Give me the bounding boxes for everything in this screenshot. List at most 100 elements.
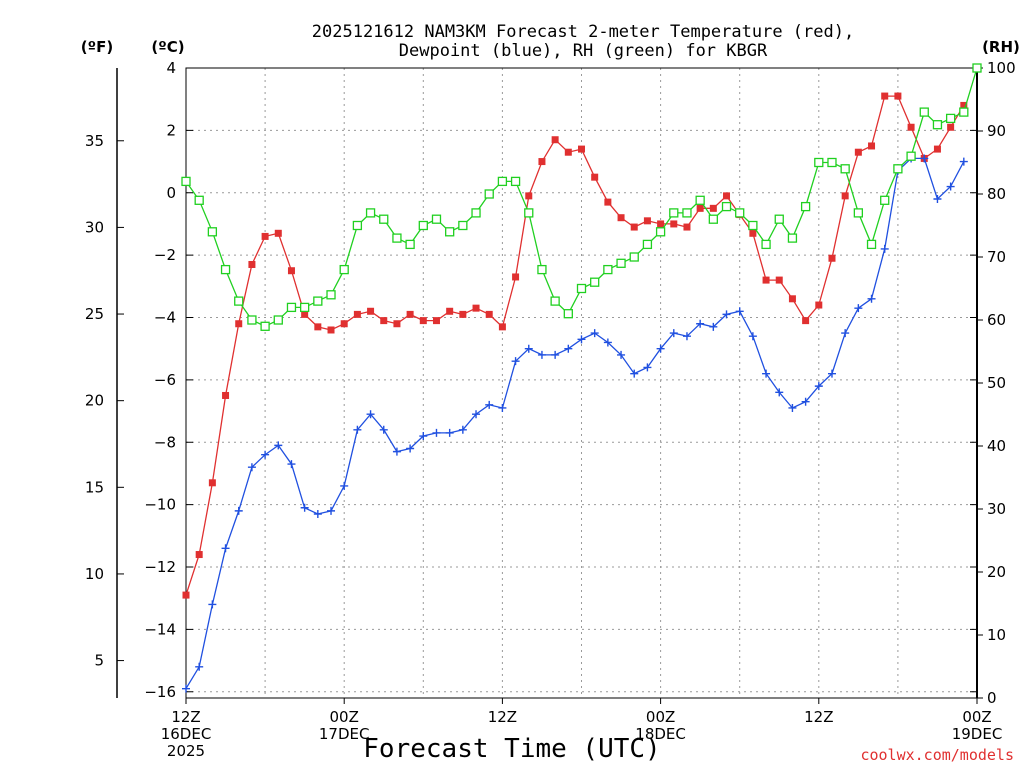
2-meter-temperature-point — [380, 317, 388, 325]
celsius-tick-label: −4 — [154, 309, 176, 327]
x-tick-label: 12Z — [804, 708, 833, 726]
2-meter-temperature-point — [301, 310, 309, 318]
rh-point — [313, 296, 323, 306]
x-tick-label: 00Z 17DEC — [319, 708, 370, 743]
dewpoint-point — [537, 350, 546, 359]
source-credit: coolwx.com/models — [860, 746, 1014, 764]
dewpoint-point — [511, 357, 520, 366]
2-meter-temperature-point — [367, 307, 375, 315]
rh-point — [260, 321, 270, 331]
dewpoint-point — [946, 182, 955, 191]
rh-point — [721, 201, 732, 212]
rh-point — [827, 157, 837, 168]
rh-point — [761, 239, 771, 250]
dewpoint-point — [300, 503, 309, 512]
dewpoint-point — [854, 304, 863, 313]
2-meter-temperature-point — [525, 192, 533, 200]
celsius-unit-label: (ºC) — [151, 38, 184, 56]
x-tick-label-line: 17DEC — [319, 725, 370, 743]
2-meter-temperature-point — [287, 267, 295, 275]
dewpoint-point — [603, 338, 612, 347]
2-meter-temperature-point — [182, 591, 190, 599]
2-meter-temperature-point — [551, 136, 559, 144]
dewpoint-point — [287, 460, 296, 469]
dewpoint-point — [801, 397, 810, 406]
rh-point — [576, 283, 587, 294]
rh-point — [181, 176, 191, 187]
rh-point — [497, 176, 508, 187]
x-tick-label: 00Z 18DEC — [635, 708, 686, 743]
dewpoint-point — [247, 463, 256, 472]
dewpoint-point — [485, 400, 494, 409]
rh-point — [194, 195, 204, 205]
2-meter-temperature-point — [472, 304, 480, 312]
rh-point — [510, 176, 521, 187]
celsius-tick-label: −16 — [144, 683, 176, 701]
rh-point — [919, 107, 929, 117]
rh-point — [695, 195, 705, 205]
rh-point — [932, 120, 943, 130]
dewpoint-point — [617, 350, 626, 359]
2-meter-temperature-point — [340, 320, 348, 328]
dewpoint-point — [827, 369, 836, 378]
rh-point — [431, 214, 442, 224]
2-meter-temperature-point — [841, 192, 849, 200]
rh-tick-label: 10 — [987, 626, 1006, 644]
x-tick-label-line: 12Z — [488, 708, 517, 726]
dewpoint-point — [366, 410, 375, 419]
dewpoint-point — [261, 450, 270, 459]
2-meter-temperature-point — [578, 145, 585, 153]
2-meter-temperature-point — [314, 323, 322, 331]
dewpoint-point — [327, 506, 336, 515]
rh-point — [866, 239, 877, 250]
rh-point — [708, 214, 718, 224]
2-meter-temperature-point — [749, 229, 757, 237]
rh-point — [471, 208, 481, 218]
2-meter-temperature-point — [933, 145, 941, 153]
rh-point — [220, 264, 231, 275]
celsius-tick-label: −8 — [154, 433, 176, 451]
dewpoint-point — [656, 344, 665, 353]
rh-point — [326, 290, 336, 300]
rh-point — [972, 63, 982, 73]
rh-point — [550, 296, 560, 306]
2-meter-temperature-point — [564, 148, 572, 156]
rh-point — [286, 302, 297, 313]
2-meter-temperature-point — [208, 479, 216, 487]
2-meter-temperature-point — [683, 223, 691, 231]
rh-tick-label: 80 — [987, 185, 1006, 203]
dewpoint-point — [775, 388, 784, 397]
chart-subtitle: Dewpoint (blue), RH (green) for KBGR — [399, 41, 768, 61]
rh-point — [840, 164, 850, 174]
2-meter-temperature-point — [802, 317, 810, 325]
celsius-tick-label: 4 — [166, 59, 176, 77]
dewpoint-point — [696, 319, 705, 328]
dewpoint-point — [814, 382, 823, 391]
rh-tick-label: 20 — [987, 563, 1006, 581]
x-tick-label: 12Z 16DEC 2025 — [161, 708, 212, 760]
dewpoint-point — [445, 428, 454, 437]
x-tick-label-line: 16DEC — [161, 725, 212, 743]
2-meter-temperature-point — [643, 217, 651, 225]
2-meter-temperature-point — [947, 123, 955, 131]
dewpoint-point — [735, 307, 744, 316]
rh-point — [945, 113, 956, 124]
rh-point — [682, 208, 692, 218]
rh-tick-label: 100 — [987, 59, 1016, 77]
2-meter-temperature-point — [327, 326, 335, 334]
chart-title: 2025121612 NAM3KM Forecast 2-meter Tempe… — [312, 22, 854, 42]
data-series — [181, 63, 982, 693]
rh-point — [273, 315, 283, 325]
2-meter-temperature-point — [854, 148, 862, 156]
2-meter-temperature-point — [419, 317, 427, 325]
2-meter-temperature-point — [881, 92, 889, 100]
dewpoint-point — [392, 447, 401, 456]
rh-point — [339, 264, 349, 275]
fahrenheit-tick-label: 25 — [85, 305, 104, 323]
x-tick-label-line: 00Z — [962, 708, 991, 726]
dewpoint-point — [524, 344, 533, 353]
2-meter-temperature-point — [222, 391, 230, 399]
2-meter-temperature-point — [696, 204, 704, 212]
rh-point — [655, 227, 666, 237]
